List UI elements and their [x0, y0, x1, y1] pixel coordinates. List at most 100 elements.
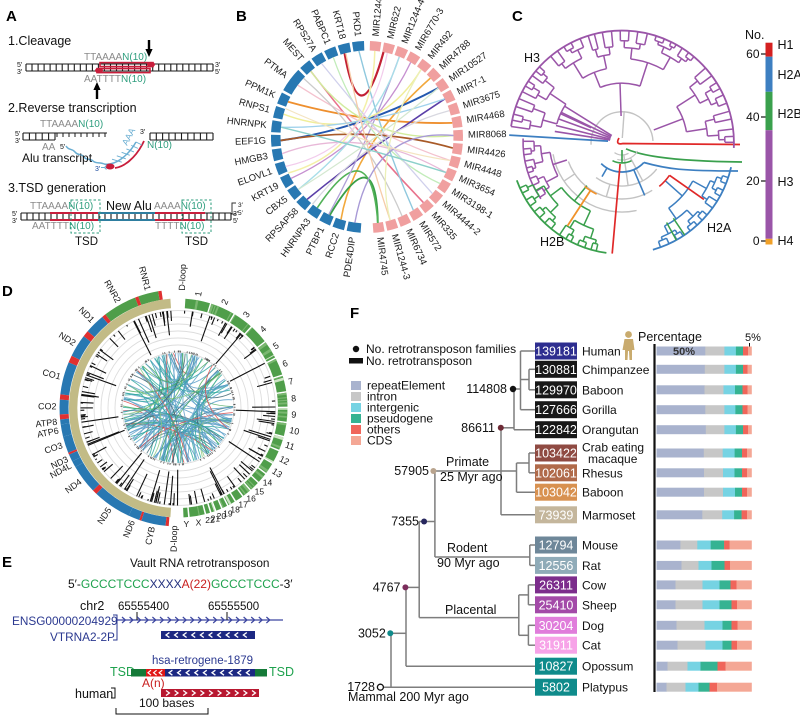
svg-text:H2A: H2A: [778, 68, 800, 82]
svg-text:122842: 122842: [535, 423, 577, 437]
svg-text:X: X: [196, 518, 202, 528]
svg-text:AAAAN(10): AAAAN(10): [154, 201, 206, 212]
svg-text:Marmoset: Marmoset: [582, 508, 636, 522]
svg-text:25 Myr ago: 25 Myr ago: [440, 470, 503, 484]
svg-text:5′: 5′: [12, 211, 18, 218]
svg-text:57905: 57905: [394, 464, 429, 478]
svg-text:7355: 7355: [391, 515, 419, 529]
svg-text:5′: 5′: [17, 62, 23, 69]
svg-text:C: C: [512, 8, 523, 25]
svg-text:5′: 5′: [215, 69, 221, 76]
svg-text:D-loop: D-loop: [169, 525, 180, 552]
svg-text:Mammal 200 Myr ago: Mammal 200 Myr ago: [348, 690, 469, 704]
svg-text:129970: 129970: [535, 383, 577, 397]
svg-text:103422: 103422: [535, 447, 577, 461]
svg-text:Primate: Primate: [446, 455, 489, 469]
svg-text:5′: 5′: [60, 144, 66, 151]
svg-text:H1: H1: [778, 38, 794, 52]
svg-text:E: E: [2, 554, 12, 571]
svg-text:4767: 4767: [373, 581, 401, 595]
svg-text:Dog: Dog: [582, 619, 604, 633]
svg-text:3′: 3′: [12, 218, 18, 225]
svg-text:Rat: Rat: [582, 559, 601, 573]
svg-text:65555400: 65555400: [118, 601, 169, 613]
svg-text:H3: H3: [778, 175, 794, 189]
svg-text:90 Myr ago: 90 Myr ago: [437, 556, 500, 570]
svg-text:H2B: H2B: [540, 235, 564, 249]
svg-text:86611: 86611: [461, 421, 495, 435]
svg-text:TTTTN(10): TTTTN(10): [155, 221, 204, 232]
svg-text:102061: 102061: [535, 466, 577, 480]
svg-text:139181: 139181: [535, 345, 577, 359]
svg-text:5%: 5%: [745, 332, 761, 344]
svg-text:Vault RNA retrotransposon: Vault RNA retrotransposon: [130, 556, 269, 570]
svg-text:macaque: macaque: [588, 452, 638, 466]
svg-text:15: 15: [255, 486, 265, 496]
svg-text:Baboon: Baboon: [582, 486, 623, 500]
svg-text:127666: 127666: [535, 403, 577, 417]
svg-text:10827: 10827: [539, 660, 574, 674]
svg-text:5′-GCCCTCCCXXXXA(22)GCCCTCCC-3: 5′-GCCCTCCCXXXXA(22)GCCCTCCC-3′: [68, 577, 293, 591]
svg-text:65555500: 65555500: [208, 601, 259, 613]
svg-text:Mouse: Mouse: [582, 539, 618, 553]
svg-text:3′: 3′: [215, 62, 221, 69]
svg-text:AATTTTN(10): AATTTTN(10): [32, 221, 94, 232]
svg-text:100 bases: 100 bases: [139, 696, 194, 710]
svg-text:D: D: [2, 283, 13, 300]
svg-text:H4: H4: [778, 234, 794, 248]
svg-text:ENSG00000204929: ENSG00000204929: [12, 614, 118, 628]
svg-text:Platypus: Platypus: [582, 681, 628, 695]
svg-text:30204: 30204: [539, 619, 574, 633]
svg-text:human: human: [75, 687, 113, 701]
svg-text:3′: 3′: [15, 138, 21, 145]
svg-text:8: 8: [291, 393, 297, 403]
svg-text:No. retrotransposon: No. retrotransposon: [366, 354, 472, 368]
svg-text:5802: 5802: [542, 681, 570, 695]
svg-text:Chimpanzee: Chimpanzee: [582, 363, 650, 377]
svg-text:Orangutan: Orangutan: [582, 423, 639, 437]
svg-text:10: 10: [288, 425, 300, 437]
svg-text:14: 14: [263, 478, 273, 488]
svg-text:3′: 3′: [140, 129, 146, 136]
svg-text:12794: 12794: [539, 539, 574, 553]
svg-text:26311: 26311: [539, 578, 573, 592]
svg-text:F: F: [350, 305, 359, 322]
svg-text:H2A: H2A: [707, 221, 732, 235]
svg-text:Human: Human: [582, 345, 621, 359]
svg-text:chr2: chr2: [80, 599, 104, 613]
svg-text:50%: 50%: [673, 346, 695, 358]
svg-text:Gorilla: Gorilla: [582, 403, 617, 417]
svg-text:TSD: TSD: [269, 665, 294, 679]
svg-text:hsa-retrogene-1879: hsa-retrogene-1879: [152, 655, 253, 667]
svg-text:5′: 5′: [15, 131, 21, 138]
svg-text:New Alu: New Alu: [106, 199, 152, 213]
svg-text:5′: 5′: [233, 218, 239, 225]
svg-text:Baboon: Baboon: [582, 383, 623, 397]
svg-text:D-loop: D-loop: [177, 264, 188, 291]
svg-text:MIR8068: MIR8068: [468, 129, 507, 141]
svg-text:Opossum: Opossum: [582, 660, 633, 674]
svg-text:N(10): N(10): [147, 140, 172, 151]
svg-text:H3: H3: [524, 51, 540, 65]
svg-text:Cow: Cow: [582, 578, 606, 592]
svg-text:Sheep: Sheep: [582, 598, 617, 612]
svg-text:0: 0: [753, 234, 760, 248]
svg-text:Y: Y: [183, 519, 189, 529]
svg-text:TSD: TSD: [75, 236, 98, 248]
svg-text:TTAAAAN(10): TTAAAAN(10): [40, 119, 103, 130]
svg-text:130881: 130881: [535, 363, 577, 377]
svg-text:9: 9: [291, 410, 297, 420]
svg-text:2.Reverse transcription: 2.Reverse transcription: [8, 101, 137, 115]
svg-text:H2B: H2B: [778, 107, 800, 121]
svg-text:3052: 3052: [358, 627, 386, 641]
svg-text:TSD: TSD: [185, 236, 208, 248]
svg-text:20: 20: [746, 174, 760, 188]
svg-text:73939: 73939: [539, 508, 574, 522]
svg-text:40: 40: [746, 110, 760, 124]
svg-text:5′: 5′: [238, 210, 244, 217]
svg-text:Percentage: Percentage: [638, 330, 702, 344]
svg-text:3′: 3′: [95, 166, 101, 173]
svg-text:CDS: CDS: [367, 434, 392, 448]
svg-text:25410: 25410: [539, 598, 574, 612]
svg-text:VTRNA2-2P: VTRNA2-2P: [50, 630, 115, 644]
